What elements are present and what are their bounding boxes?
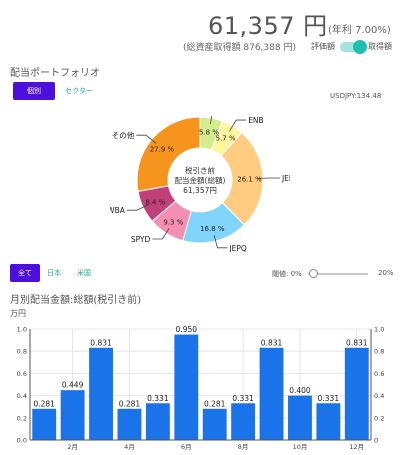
donut-percent-label: 5.8 % bbox=[199, 128, 219, 136]
total-dividend-amount: 61,357 円 bbox=[208, 12, 328, 40]
bar-value-label: 0.400 bbox=[289, 386, 311, 395]
y-tick-label-right: 0.2 bbox=[374, 414, 384, 422]
toggle-label-acquisition: 取得額 bbox=[368, 42, 392, 51]
x-tick-label: 10月 bbox=[293, 443, 308, 451]
bar-value-label: 0.281 bbox=[119, 399, 141, 408]
donut-center-line-3: 61,357円 bbox=[183, 186, 217, 195]
x-tick-label: 2月 bbox=[67, 443, 78, 451]
x-tick-label: 4月 bbox=[124, 443, 135, 451]
y-tick-label-right: 0.4 bbox=[374, 392, 384, 400]
donut-leader-line bbox=[126, 204, 149, 211]
valuation-basis-toggle[interactable] bbox=[340, 40, 367, 54]
donut-leader-line bbox=[229, 119, 247, 132]
y-tick-label-left: 0.2 bbox=[17, 414, 27, 422]
donut-percent-label: 16.8 % bbox=[200, 225, 225, 233]
donut-name-label: JEPQ bbox=[228, 244, 246, 252]
donut-leader-line bbox=[136, 134, 157, 144]
monthly-chart-unit: 万円 bbox=[10, 309, 26, 318]
annual-yield-rate: (年利 7.00%) bbox=[328, 25, 391, 36]
donut-name-label: その他 bbox=[112, 130, 135, 140]
bar-value-label: 0.449 bbox=[62, 381, 84, 390]
filter-japan[interactable]: 日本 bbox=[47, 269, 61, 277]
y-tick-label-right: 0 bbox=[374, 437, 378, 445]
bar-5月[interactable] bbox=[145, 403, 170, 440]
portfolio-title: 配当ポートフォリオ bbox=[10, 68, 100, 79]
bar-value-label: 0.331 bbox=[318, 394, 340, 403]
total-summary: 61,357 円 (年利 7.00%) bbox=[0, 6, 400, 40]
y-tick-label-right: 0.6 bbox=[374, 370, 384, 378]
donut-percent-label: 26.1 % bbox=[237, 176, 262, 184]
donut-slice-6[interactable] bbox=[136, 116, 201, 192]
bar-10月[interactable] bbox=[288, 395, 312, 440]
donut-center-line-1: 税引き前 bbox=[185, 165, 215, 175]
bar-12月[interactable] bbox=[344, 347, 369, 440]
donut-name-label: SPYD bbox=[131, 235, 151, 244]
y-tick-label-left: 0.8 bbox=[17, 348, 27, 356]
donut-name-label: WBA bbox=[110, 206, 126, 215]
x-tick-label: 8月 bbox=[238, 443, 249, 451]
tab-individual[interactable]: 個別 bbox=[13, 82, 55, 100]
threshold-label: 閾値: 0% bbox=[272, 270, 302, 278]
filter-all[interactable]: 全て bbox=[10, 264, 40, 282]
y-tick-label-right: 1.0 bbox=[374, 326, 384, 334]
y-tick-label-left: 1.0 bbox=[17, 326, 27, 334]
bar-value-label: 0.831 bbox=[90, 338, 112, 347]
y-tick-label-left: 0.6 bbox=[17, 370, 27, 378]
cost-row: (総資産取得額 876,388 円) 評価額 取得額 bbox=[0, 40, 400, 54]
toggle-label-valuation: 評価額 bbox=[311, 42, 335, 51]
y-tick-label-left: 0.4 bbox=[17, 392, 27, 400]
donut-percent-label: 8.4 % bbox=[145, 198, 165, 206]
bar-value-label: 0.831 bbox=[261, 338, 283, 347]
bar-4月[interactable] bbox=[117, 408, 142, 440]
bar-9月[interactable] bbox=[259, 347, 284, 440]
donut-percent-label: 5.7 % bbox=[216, 135, 236, 143]
donut-leader-line bbox=[152, 227, 170, 240]
bar-1月[interactable] bbox=[32, 408, 57, 440]
y-tick-label-right: 0.8 bbox=[374, 348, 384, 356]
bar-3月[interactable] bbox=[89, 347, 113, 440]
bar-11月[interactable] bbox=[316, 403, 341, 440]
bar-value-label: 0.950 bbox=[176, 325, 198, 334]
bar-value-label: 0.281 bbox=[204, 399, 226, 408]
donut-percent-label: 9.3 % bbox=[163, 219, 183, 227]
bar-value-label: 0.331 bbox=[147, 394, 169, 403]
bar-value-label: 0.281 bbox=[33, 399, 55, 408]
y-tick-label-left: 0.0 bbox=[17, 437, 27, 445]
threshold-slider-track[interactable] bbox=[308, 273, 368, 275]
donut-leader-line bbox=[209, 116, 213, 125]
toggle-knob[interactable] bbox=[353, 40, 367, 54]
tab-sector[interactable]: セクター bbox=[65, 87, 93, 95]
bar-2月[interactable] bbox=[60, 390, 85, 440]
bar-value-label: 0.831 bbox=[346, 338, 368, 347]
donut-center-line-2: 配当金額(総額) bbox=[175, 175, 226, 185]
filter-us[interactable]: 米国 bbox=[77, 269, 91, 277]
bar-6月[interactable] bbox=[174, 334, 199, 440]
x-tick-label: 6月 bbox=[181, 443, 192, 451]
total-acquisition-cost: (総資産取得額 876,388 円) bbox=[183, 43, 296, 53]
bar-value-label: 0.331 bbox=[232, 394, 254, 403]
monthly-chart-title: 月別配当金額:総額(税引き前) bbox=[10, 295, 142, 306]
x-tick-label: 12月 bbox=[349, 443, 364, 451]
bar-7月[interactable] bbox=[202, 408, 227, 440]
threshold-slider-thumb[interactable] bbox=[309, 269, 318, 278]
usdjpy-rate: USDJPY:134.48 bbox=[330, 92, 382, 100]
threshold-max-label: 20% bbox=[378, 269, 394, 277]
donut-name-label: JEPI bbox=[281, 174, 290, 183]
donut-name-label: ENB bbox=[248, 116, 263, 125]
bar-8月[interactable] bbox=[231, 403, 256, 440]
monthly-dividend-bar-chart: 0.281 0.449 0.831 0.281 0.331 0.950 0.281 0.331… bbox=[17, 325, 385, 451]
donut-leader-line bbox=[213, 235, 228, 249]
donut-percent-label: 27.9 % bbox=[150, 145, 175, 153]
